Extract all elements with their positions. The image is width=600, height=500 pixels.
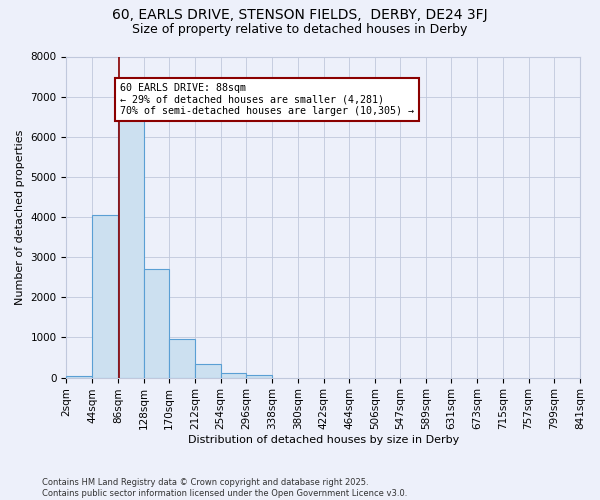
Bar bbox=[143, 269, 169, 378]
Text: Size of property relative to detached houses in Derby: Size of property relative to detached ho… bbox=[133, 22, 467, 36]
Text: 60, EARLS DRIVE, STENSON FIELDS,  DERBY, DE24 3FJ: 60, EARLS DRIVE, STENSON FIELDS, DERBY, … bbox=[112, 8, 488, 22]
Y-axis label: Number of detached properties: Number of detached properties bbox=[15, 130, 25, 304]
Bar bbox=[221, 373, 247, 378]
Bar bbox=[118, 110, 143, 378]
Bar bbox=[195, 364, 221, 378]
Text: Contains HM Land Registry data © Crown copyright and database right 2025.
Contai: Contains HM Land Registry data © Crown c… bbox=[42, 478, 407, 498]
Bar bbox=[92, 215, 118, 378]
X-axis label: Distribution of detached houses by size in Derby: Distribution of detached houses by size … bbox=[188, 435, 459, 445]
Text: 60 EARLS DRIVE: 88sqm
← 29% of detached houses are smaller (4,281)
70% of semi-d: 60 EARLS DRIVE: 88sqm ← 29% of detached … bbox=[119, 82, 413, 116]
Bar bbox=[67, 376, 92, 378]
Bar bbox=[169, 338, 195, 378]
Bar bbox=[247, 375, 272, 378]
